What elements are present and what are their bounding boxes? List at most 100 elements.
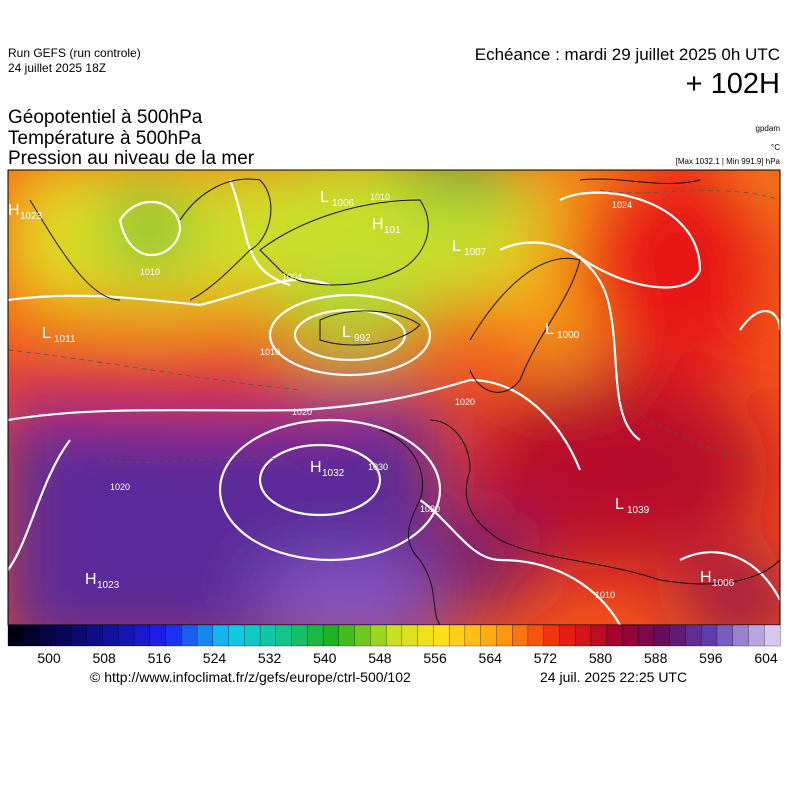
colorbar-swatch	[70, 624, 88, 647]
colorbar-swatch	[590, 624, 608, 647]
colorbar-swatch	[354, 624, 371, 647]
colorbar-tick-label: 508	[92, 650, 116, 666]
colorbar-swatch	[716, 624, 734, 647]
colorbar-tick-label: 596	[699, 650, 723, 666]
colorbar-tick-label: 556	[423, 650, 447, 666]
center-kind: L	[342, 324, 351, 341]
colorbar-tick-label: 524	[203, 650, 227, 666]
isobar-label: 1020	[420, 504, 440, 514]
colorbar-swatch	[417, 624, 434, 647]
colorbar-swatch	[496, 624, 513, 647]
colorbar-tick-label: 500	[37, 650, 61, 666]
unit: °C	[771, 143, 780, 152]
colorbar-swatch	[764, 624, 781, 647]
colorbar-swatch	[606, 624, 623, 647]
title: Température à 500hPa	[8, 128, 202, 149]
colorbar-swatch	[118, 624, 135, 647]
run: Run GEFS (run controle)	[8, 46, 141, 60]
title: Géopotentiel à 500hPa	[8, 107, 203, 128]
colorbar-swatch	[7, 624, 25, 647]
colorbar-swatch	[307, 624, 324, 647]
isobar-label: 1010	[595, 590, 615, 600]
valid-time: Echéance : mardi 29 juillet 2025 0h UTC	[474, 45, 780, 64]
colorbar-swatch	[543, 624, 560, 647]
colorbar-swatch	[244, 624, 261, 647]
colorbar-swatch	[575, 624, 592, 647]
colorbar-swatch	[527, 624, 545, 647]
unit: gpdam	[755, 124, 780, 133]
colorbar-tick-label: 548	[368, 650, 392, 666]
colorbar-swatch	[165, 624, 182, 647]
center-kind: L	[42, 325, 51, 342]
center-value: 1023	[20, 211, 43, 222]
colorbar-swatch	[275, 624, 293, 647]
colorbar-swatch	[433, 624, 450, 647]
colorbar-swatch	[464, 624, 482, 647]
colorbar-swatch	[685, 624, 702, 647]
center-value: 101	[384, 225, 401, 236]
colorbar-swatch	[102, 624, 119, 647]
center-kind: H	[8, 202, 20, 219]
center-value: 1006	[712, 578, 735, 589]
center-kind: H	[85, 571, 97, 588]
colorbar-swatch	[370, 624, 387, 647]
run-date: 24 juillet 2025 18Z	[8, 61, 107, 75]
colorbar-tick-label: 580	[589, 650, 613, 666]
source-url: © http://www.infoclimat.fr/z/gefs/europe…	[90, 669, 411, 685]
isobar-label: 1020	[110, 482, 130, 492]
colorbar-swatch	[401, 624, 419, 647]
center-value: 992	[354, 333, 371, 344]
center-value: 1032	[322, 468, 345, 479]
colorbar-swatch	[559, 624, 576, 647]
center-value: 1006	[332, 198, 355, 209]
colorbar-swatch	[732, 624, 749, 647]
colorbar-swatch	[291, 624, 308, 647]
colorbar-swatch	[228, 624, 245, 647]
colorbar-swatch	[181, 624, 198, 647]
center-value: 1039	[627, 505, 650, 516]
colorbar-swatch	[149, 624, 167, 647]
center-kind: H	[700, 569, 712, 586]
colorbar-swatch	[212, 624, 230, 647]
colorbar-tick-label: 564	[479, 650, 503, 666]
isobar-label: 1030	[368, 462, 388, 472]
isobar-label: 1004	[282, 272, 302, 282]
title: Pression au niveau de la mer	[8, 148, 255, 169]
colorbar-tick-label: 532	[258, 650, 282, 666]
colorbar-swatch	[338, 624, 356, 647]
colorbar-tick-label: 588	[644, 650, 668, 666]
isobar-label: 1010	[370, 192, 390, 202]
colorbar-swatch	[133, 624, 151, 647]
center-kind: L	[320, 189, 329, 206]
colorbar-tick-label: 604	[754, 650, 778, 666]
isobar-label: 1010	[140, 267, 160, 277]
isobar-label: 1010	[260, 347, 280, 357]
colorbar-tick-label: 572	[534, 650, 558, 666]
colorbar-swatch	[448, 624, 466, 647]
isobar-label: 1020	[455, 397, 475, 407]
colorbar-swatch	[196, 624, 214, 647]
colorbar-swatch	[653, 624, 671, 647]
center-kind: L	[545, 321, 554, 338]
colorbar-swatch	[322, 624, 340, 647]
colorbar-swatch	[55, 624, 72, 647]
center-kind: L	[615, 496, 624, 513]
center-value: 1007	[464, 247, 487, 258]
center-value: 1000	[557, 330, 580, 341]
unit: [Max 1032.1 | Min 991.9] hPa	[675, 157, 780, 166]
colorbar-swatch	[748, 624, 765, 647]
colorbar-swatch	[39, 624, 56, 647]
colorbar-swatch	[385, 624, 403, 647]
center-kind: H	[310, 459, 322, 476]
colorbar-tick-label: 516	[148, 650, 172, 666]
colorbar-swatch	[23, 624, 40, 647]
colorbar-swatch	[622, 624, 639, 647]
colorbar-swatch	[512, 624, 529, 647]
colorbar-swatch	[669, 624, 686, 647]
generated-time: 24 juil. 2025 22:25 UTC	[540, 669, 688, 685]
isobar-label: 1024	[612, 200, 632, 210]
colorbar-swatch	[259, 624, 277, 647]
colorbar-tick-label: 540	[313, 650, 337, 666]
